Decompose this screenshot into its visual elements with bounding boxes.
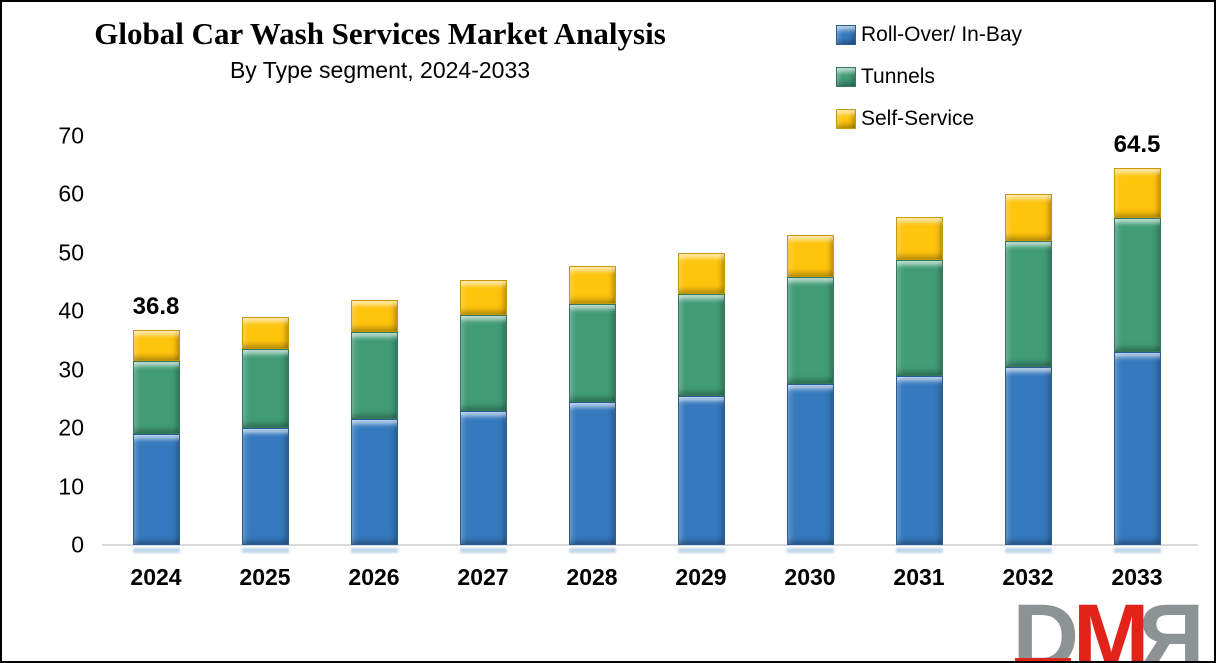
bar-segment-2031-tunnels: [895, 259, 943, 376]
x-axis-baseline: [102, 544, 1198, 546]
bar-reflection: [241, 548, 289, 553]
x-axis-tick-label-2031: 2031: [893, 564, 945, 590]
logo-letter-d: D: [1012, 591, 1079, 661]
logo-letter-r: R: [1143, 585, 1204, 663]
y-axis-tick-label: 0: [71, 531, 84, 558]
data-label-2024: 36.8: [132, 292, 180, 320]
bar-reflection: [786, 548, 834, 553]
legend-swatch-icon: [836, 67, 856, 87]
x-axis-tick-label-2024: 2024: [130, 564, 182, 590]
bar-column-2033: [1113, 168, 1161, 545]
y-axis-tick-label: 10: [58, 473, 84, 500]
y-axis-tick-label: 60: [58, 180, 84, 207]
x-axis-tick-label-2027: 2027: [457, 564, 509, 590]
bar-segment-2029-tunnels: [677, 293, 725, 396]
bar-column-2030: [786, 235, 834, 545]
bar-reflection: [459, 548, 507, 553]
bar-segment-2030-self-service: [786, 235, 834, 278]
x-axis-tick-label-2026: 2026: [348, 564, 400, 590]
bar-segment-2032-self-service: [1004, 194, 1052, 242]
legend-label: Tunnels: [861, 65, 935, 88]
bar-segment-2031-self-service: [895, 216, 943, 260]
bar-reflection: [1004, 548, 1052, 553]
bar-segment-2024-roll-over-in-bay: [132, 433, 180, 545]
chart-title: Global Car Wash Services Market Analysis: [94, 16, 666, 51]
bar-segment-2029-roll-over-in-bay: [677, 396, 725, 545]
bar-segment-2027-self-service: [459, 280, 507, 316]
bar-segment-2025-roll-over-in-bay: [241, 428, 289, 545]
dmr-logo: D M R: [1012, 585, 1204, 663]
bar-segment-2033-self-service: [1113, 168, 1161, 218]
bar-segment-2033-roll-over-in-bay: [1113, 352, 1161, 545]
bar-segment-2031-roll-over-in-bay: [895, 375, 943, 545]
title-block: Global Car Wash Services Market Analysis…: [30, 16, 730, 84]
bar-segment-2026-self-service: [350, 299, 398, 332]
x-axis-tick-label-2028: 2028: [566, 564, 618, 590]
bar-segment-2026-roll-over-in-bay: [350, 419, 398, 545]
legend-item-1: Tunnels: [836, 56, 1022, 98]
legend-swatch-icon: [836, 109, 856, 129]
bar-reflection: [677, 548, 725, 553]
x-axis-tick-label-2032: 2032: [1002, 564, 1054, 590]
legend-item-2: Self-Service: [836, 98, 1022, 140]
bar-segment-2032-roll-over-in-bay: [1004, 366, 1052, 545]
bar-column-2024: [132, 330, 180, 545]
legend-swatch-icon: [836, 25, 856, 45]
bar-column-2027: [459, 280, 507, 545]
bar-reflection: [350, 548, 398, 553]
x-axis-tick-label-2033: 2033: [1111, 564, 1163, 590]
x-axis-tick-label-2030: 2030: [784, 564, 836, 590]
data-label-2033: 64.5: [1113, 131, 1161, 159]
chart-legend: Roll-Over/ In-Bay Tunnels Self-Service: [836, 14, 1022, 140]
bar-segment-2026-tunnels: [350, 331, 398, 420]
bar-column-2032: [1004, 194, 1052, 545]
y-axis-tick-label: 20: [58, 414, 84, 441]
bar-reflection: [568, 548, 616, 553]
bar-segment-2024-tunnels: [132, 360, 180, 434]
bar-column-2028: [568, 265, 616, 545]
bar-segment-2029-self-service: [677, 252, 725, 294]
y-axis-tick-label: 70: [58, 122, 84, 149]
x-axis-tick-label-2029: 2029: [675, 564, 727, 590]
bar-column-2026: [350, 299, 398, 545]
bar-segment-2025-tunnels: [241, 349, 289, 429]
bar-segment-2028-tunnels: [568, 303, 616, 402]
bar-column-2025: [241, 317, 289, 545]
legend-label: Self-Service: [861, 107, 975, 130]
bar-segment-2030-tunnels: [786, 277, 834, 385]
y-axis-tick-label: 30: [58, 356, 84, 383]
chart-subtitle: By Type segment, 2024-2033: [229, 56, 531, 83]
legend-item-0: Roll-Over/ In-Bay: [836, 14, 1022, 56]
bar-segment-2033-tunnels: [1113, 217, 1161, 353]
bar-segment-2027-roll-over-in-bay: [459, 410, 507, 545]
legend-label: Roll-Over/ In-Bay: [861, 23, 1023, 46]
bar-reflection: [1113, 548, 1161, 553]
bar-segment-2028-roll-over-in-bay: [568, 401, 616, 545]
bar-segment-2030-roll-over-in-bay: [786, 384, 834, 545]
bar-segment-2032-tunnels: [1004, 241, 1052, 367]
bar-segment-2024-self-service: [132, 330, 180, 361]
x-axis-tick-label-2025: 2025: [239, 564, 291, 590]
bar-reflection: [895, 548, 943, 553]
y-axis-tick-label: 50: [58, 239, 84, 266]
logo-red-bar: [1015, 658, 1072, 661]
bar-column-2031: [895, 216, 943, 545]
bar-reflection: [132, 548, 180, 553]
bar-column-2029: [677, 252, 725, 545]
y-axis-tick-label: 40: [58, 297, 84, 324]
bar-segment-2025-self-service: [241, 317, 289, 350]
bar-segment-2028-self-service: [568, 265, 616, 304]
logo-letter-m: M: [1072, 585, 1150, 663]
bar-segment-2027-tunnels: [459, 315, 507, 411]
